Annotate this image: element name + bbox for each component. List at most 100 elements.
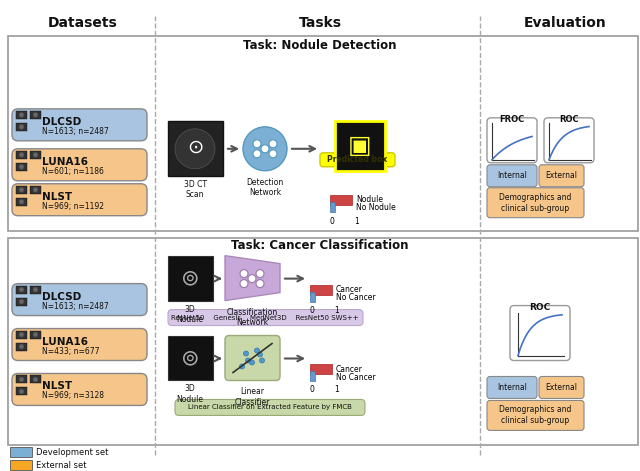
Text: Task: Cancer Classification: Task: Cancer Classification bbox=[231, 239, 409, 252]
FancyBboxPatch shape bbox=[544, 118, 594, 163]
Bar bbox=[330, 202, 335, 211]
Circle shape bbox=[239, 364, 244, 369]
Bar bbox=[168, 335, 213, 381]
Circle shape bbox=[175, 129, 215, 169]
Polygon shape bbox=[225, 256, 280, 300]
Circle shape bbox=[33, 287, 38, 292]
Bar bbox=[16, 342, 27, 350]
Circle shape bbox=[250, 360, 255, 365]
Circle shape bbox=[256, 269, 264, 277]
Circle shape bbox=[19, 152, 24, 157]
Bar bbox=[16, 331, 27, 339]
Text: Linear
Classifier: Linear Classifier bbox=[234, 388, 269, 407]
Text: 3D
Nodule: 3D Nodule bbox=[177, 305, 204, 324]
Circle shape bbox=[19, 113, 24, 117]
Bar bbox=[310, 284, 332, 294]
FancyBboxPatch shape bbox=[225, 335, 280, 381]
Text: 1: 1 bbox=[355, 217, 360, 226]
Circle shape bbox=[33, 332, 38, 337]
Circle shape bbox=[240, 280, 248, 288]
Circle shape bbox=[253, 140, 261, 148]
Text: ▣: ▣ bbox=[348, 134, 372, 158]
Text: ⊙: ⊙ bbox=[187, 138, 203, 156]
Text: LUNA16: LUNA16 bbox=[42, 157, 88, 167]
Text: 0: 0 bbox=[310, 306, 314, 315]
Text: Internal: Internal bbox=[497, 383, 527, 392]
Text: Demographics and
clinical sub-group: Demographics and clinical sub-group bbox=[499, 193, 571, 213]
Circle shape bbox=[19, 332, 24, 337]
Text: 0: 0 bbox=[310, 385, 314, 395]
Text: N=1613; n=2487: N=1613; n=2487 bbox=[42, 301, 109, 310]
Text: External set: External set bbox=[36, 461, 86, 470]
Circle shape bbox=[269, 150, 277, 158]
Circle shape bbox=[240, 269, 248, 277]
Bar bbox=[16, 151, 27, 159]
Text: External: External bbox=[545, 171, 577, 180]
Circle shape bbox=[19, 344, 24, 349]
Text: No Cancer: No Cancer bbox=[336, 373, 376, 382]
Text: No Nodule: No Nodule bbox=[356, 203, 396, 212]
Bar bbox=[168, 256, 213, 300]
Circle shape bbox=[19, 299, 24, 304]
Text: Evaluation: Evaluation bbox=[524, 16, 606, 30]
FancyBboxPatch shape bbox=[320, 153, 395, 167]
Text: Tasks: Tasks bbox=[298, 16, 342, 30]
Text: Cancer: Cancer bbox=[336, 365, 363, 374]
Text: LUNA16: LUNA16 bbox=[42, 337, 88, 347]
Text: N=969; n=1192: N=969; n=1192 bbox=[42, 202, 104, 211]
Bar bbox=[310, 365, 332, 374]
Bar bbox=[16, 123, 27, 131]
Bar bbox=[30, 151, 41, 159]
Text: Demographics and
clinical sub-group: Demographics and clinical sub-group bbox=[499, 406, 571, 425]
Circle shape bbox=[243, 127, 287, 171]
Text: Detection
Network: Detection Network bbox=[246, 178, 284, 197]
Bar bbox=[30, 331, 41, 339]
Bar bbox=[335, 121, 385, 171]
Text: Predicted box: Predicted box bbox=[327, 155, 387, 164]
Text: ResNet50    Genesis    MedNet3D    ResNet50 SWS++: ResNet50 Genesis MedNet3D ResNet50 SWS++ bbox=[171, 315, 359, 321]
FancyBboxPatch shape bbox=[487, 118, 537, 163]
Bar bbox=[30, 111, 41, 119]
Circle shape bbox=[33, 152, 38, 157]
FancyBboxPatch shape bbox=[539, 376, 584, 398]
Text: External: External bbox=[545, 383, 577, 392]
Bar bbox=[8, 238, 638, 446]
Circle shape bbox=[253, 150, 261, 158]
Bar bbox=[310, 292, 315, 301]
Text: Cancer: Cancer bbox=[336, 285, 363, 294]
Text: N=1613; n=2487: N=1613; n=2487 bbox=[42, 127, 109, 136]
FancyBboxPatch shape bbox=[487, 376, 537, 398]
Bar bbox=[8, 36, 638, 231]
FancyBboxPatch shape bbox=[487, 188, 584, 218]
Text: DLCSD: DLCSD bbox=[42, 292, 81, 301]
Circle shape bbox=[243, 351, 248, 356]
Text: Datasets: Datasets bbox=[48, 16, 118, 30]
Circle shape bbox=[246, 358, 250, 363]
Circle shape bbox=[33, 187, 38, 192]
Text: 1: 1 bbox=[335, 385, 339, 395]
Text: N=969; n=3128: N=969; n=3128 bbox=[42, 391, 104, 400]
Text: Linear Classifier on Extracted Feature by FMCB: Linear Classifier on Extracted Feature b… bbox=[188, 405, 352, 410]
FancyBboxPatch shape bbox=[510, 306, 570, 360]
Text: N=433; n=677: N=433; n=677 bbox=[42, 347, 99, 356]
FancyBboxPatch shape bbox=[12, 149, 147, 181]
Bar bbox=[16, 163, 27, 171]
Bar bbox=[30, 186, 41, 194]
Circle shape bbox=[33, 113, 38, 117]
Text: ROC: ROC bbox=[559, 115, 579, 124]
Bar bbox=[16, 375, 27, 383]
FancyBboxPatch shape bbox=[12, 374, 147, 406]
Circle shape bbox=[269, 140, 277, 148]
FancyBboxPatch shape bbox=[175, 399, 365, 415]
FancyBboxPatch shape bbox=[12, 284, 147, 316]
Text: Development set: Development set bbox=[36, 448, 108, 457]
Text: NLST: NLST bbox=[42, 382, 72, 391]
Text: ⊚: ⊚ bbox=[180, 349, 199, 368]
Text: ROC: ROC bbox=[529, 302, 550, 312]
Bar bbox=[16, 111, 27, 119]
FancyBboxPatch shape bbox=[12, 329, 147, 360]
Text: Classification
Network: Classification Network bbox=[227, 308, 278, 327]
Bar bbox=[310, 372, 315, 382]
Circle shape bbox=[19, 287, 24, 292]
Text: 3D CT
Scan: 3D CT Scan bbox=[184, 180, 207, 199]
